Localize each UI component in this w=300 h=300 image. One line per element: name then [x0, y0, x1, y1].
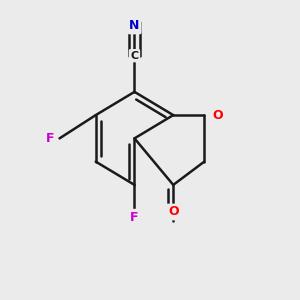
- Text: F: F: [46, 132, 54, 145]
- Text: C: C: [130, 51, 139, 61]
- Text: F: F: [130, 211, 139, 224]
- Text: O: O: [168, 206, 178, 218]
- Text: O: O: [212, 109, 223, 122]
- Text: N: N: [129, 20, 140, 32]
